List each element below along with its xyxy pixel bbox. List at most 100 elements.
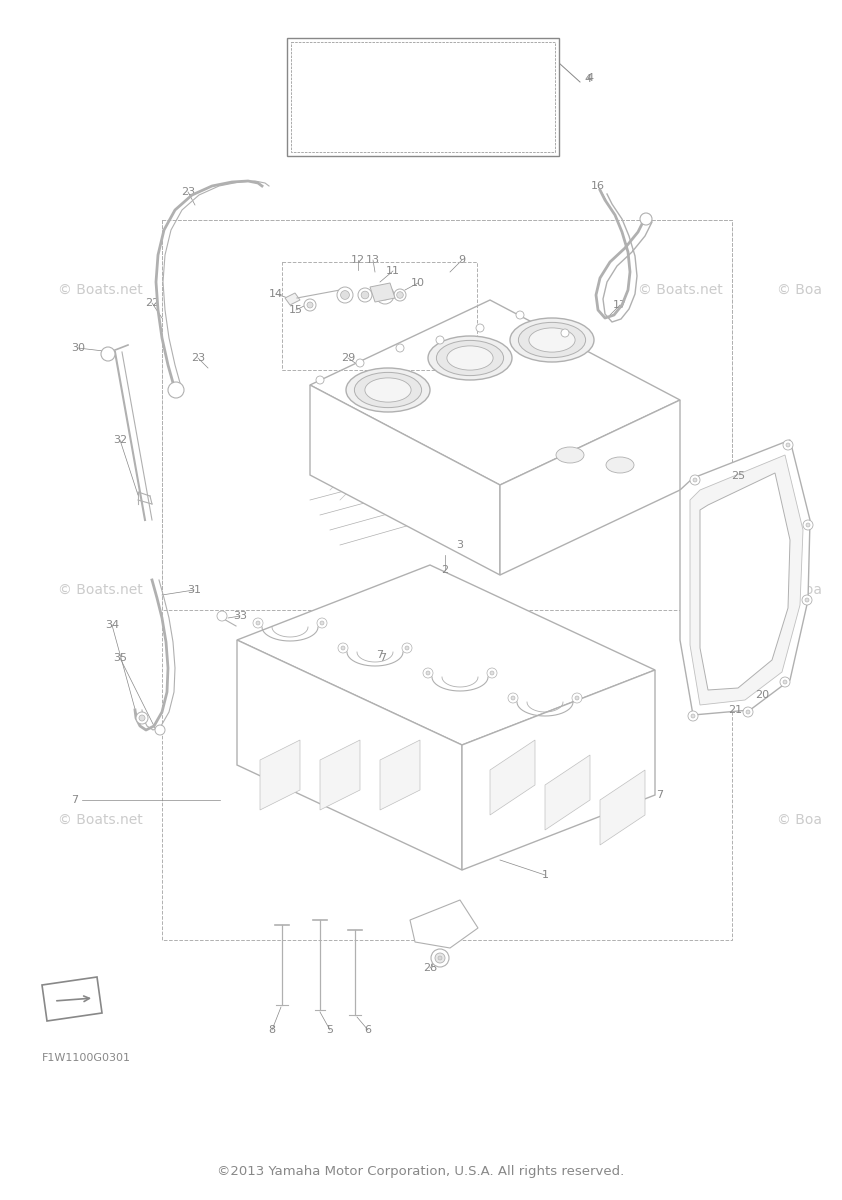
Circle shape xyxy=(780,677,790,686)
Text: © Boats.net: © Boats.net xyxy=(518,793,602,806)
Circle shape xyxy=(688,710,698,721)
Text: 17: 17 xyxy=(613,300,627,310)
Circle shape xyxy=(746,710,750,714)
Circle shape xyxy=(476,324,484,332)
Text: 27: 27 xyxy=(438,931,452,941)
Text: © Boats.net: © Boats.net xyxy=(57,283,142,296)
Polygon shape xyxy=(690,455,803,704)
Circle shape xyxy=(136,712,148,724)
Circle shape xyxy=(402,643,412,653)
Ellipse shape xyxy=(529,328,575,352)
Text: © Boa: © Boa xyxy=(777,283,823,296)
Text: © Boats.net: © Boats.net xyxy=(57,583,142,596)
Circle shape xyxy=(426,671,430,674)
Text: 3: 3 xyxy=(456,540,463,550)
Circle shape xyxy=(438,956,442,960)
Circle shape xyxy=(561,329,569,337)
Text: 28: 28 xyxy=(423,962,437,973)
Text: 25: 25 xyxy=(731,470,745,481)
Text: ENGINE MOUNT, Ref. No. 4 to 6: ENGINE MOUNT, Ref. No. 4 to 6 xyxy=(295,122,447,132)
Text: 16: 16 xyxy=(591,181,605,191)
Ellipse shape xyxy=(365,378,411,402)
Circle shape xyxy=(693,478,697,482)
Polygon shape xyxy=(285,293,300,305)
Circle shape xyxy=(397,292,403,299)
Ellipse shape xyxy=(447,346,493,370)
Circle shape xyxy=(307,302,313,308)
Text: 11: 11 xyxy=(386,266,400,276)
Text: ©2013 Yamaha Motor Corporation, U.S.A. All rights reserved.: ©2013 Yamaha Motor Corporation, U.S.A. A… xyxy=(217,1165,625,1178)
Ellipse shape xyxy=(346,368,430,412)
Bar xyxy=(162,220,732,940)
Text: 6: 6 xyxy=(365,1025,371,1034)
Text: CRANKCASE, Ref. No. 1 to 3, 5 to 7, 9 to 5: CRANKCASE, Ref. No. 1 to 3, 5 to 7, 9 to… xyxy=(295,65,498,74)
Text: 7: 7 xyxy=(72,794,78,805)
Circle shape xyxy=(783,440,793,450)
Text: 30: 30 xyxy=(71,343,85,353)
Circle shape xyxy=(217,611,227,622)
Text: F1W1100G0301: F1W1100G0301 xyxy=(42,1054,131,1063)
Text: 31: 31 xyxy=(187,584,201,595)
Text: © Boa: © Boa xyxy=(777,814,823,827)
Text: 34: 34 xyxy=(105,620,119,630)
Polygon shape xyxy=(500,400,680,575)
Circle shape xyxy=(802,595,812,605)
Bar xyxy=(291,42,555,152)
Circle shape xyxy=(396,344,404,352)
Polygon shape xyxy=(370,283,395,302)
Polygon shape xyxy=(490,740,535,815)
Polygon shape xyxy=(680,440,810,715)
Circle shape xyxy=(743,707,753,716)
Text: 18: 18 xyxy=(755,600,769,610)
Ellipse shape xyxy=(556,446,584,463)
Text: CYLINDER BLOCK ASSY: CYLINDER BLOCK ASSY xyxy=(347,48,499,61)
Ellipse shape xyxy=(354,372,422,408)
Ellipse shape xyxy=(519,323,585,358)
Circle shape xyxy=(317,618,327,628)
Polygon shape xyxy=(237,565,655,745)
Circle shape xyxy=(376,286,394,304)
Text: 7: 7 xyxy=(380,653,386,662)
Circle shape xyxy=(405,646,409,650)
Text: 9: 9 xyxy=(458,254,466,265)
Polygon shape xyxy=(310,300,680,485)
Ellipse shape xyxy=(510,318,594,362)
Polygon shape xyxy=(320,740,360,810)
Circle shape xyxy=(423,668,433,678)
Circle shape xyxy=(691,714,695,718)
Circle shape xyxy=(101,347,115,361)
Circle shape xyxy=(640,214,652,226)
Circle shape xyxy=(786,443,790,446)
Circle shape xyxy=(806,523,810,527)
Text: 8: 8 xyxy=(269,1025,275,1034)
Circle shape xyxy=(337,287,353,302)
Circle shape xyxy=(572,692,582,703)
Ellipse shape xyxy=(606,457,634,473)
Text: 23: 23 xyxy=(191,353,205,362)
Text: © Boats.net: © Boats.net xyxy=(377,782,462,797)
Circle shape xyxy=(511,696,515,700)
Text: © Boa: © Boa xyxy=(777,583,823,596)
Text: 1: 1 xyxy=(541,870,548,880)
Text: 23: 23 xyxy=(181,187,195,197)
Polygon shape xyxy=(237,640,462,870)
Text: 26: 26 xyxy=(765,493,779,503)
Text: 32: 32 xyxy=(113,434,127,445)
Text: 15: 15 xyxy=(289,305,303,314)
Text: © Boats.net: © Boats.net xyxy=(518,452,602,467)
Text: 13: 13 xyxy=(366,254,380,265)
Text: 5: 5 xyxy=(327,1025,333,1034)
Circle shape xyxy=(341,290,349,299)
Text: 22: 22 xyxy=(145,298,159,308)
Polygon shape xyxy=(700,473,790,690)
Text: 19: 19 xyxy=(741,545,755,554)
Circle shape xyxy=(436,336,444,344)
Text: 20: 20 xyxy=(755,690,769,700)
Text: 10: 10 xyxy=(411,278,425,288)
Circle shape xyxy=(508,692,518,703)
Ellipse shape xyxy=(428,336,512,380)
Polygon shape xyxy=(410,900,478,948)
Text: 7: 7 xyxy=(376,650,384,660)
Circle shape xyxy=(256,622,260,625)
Bar xyxy=(282,262,477,370)
